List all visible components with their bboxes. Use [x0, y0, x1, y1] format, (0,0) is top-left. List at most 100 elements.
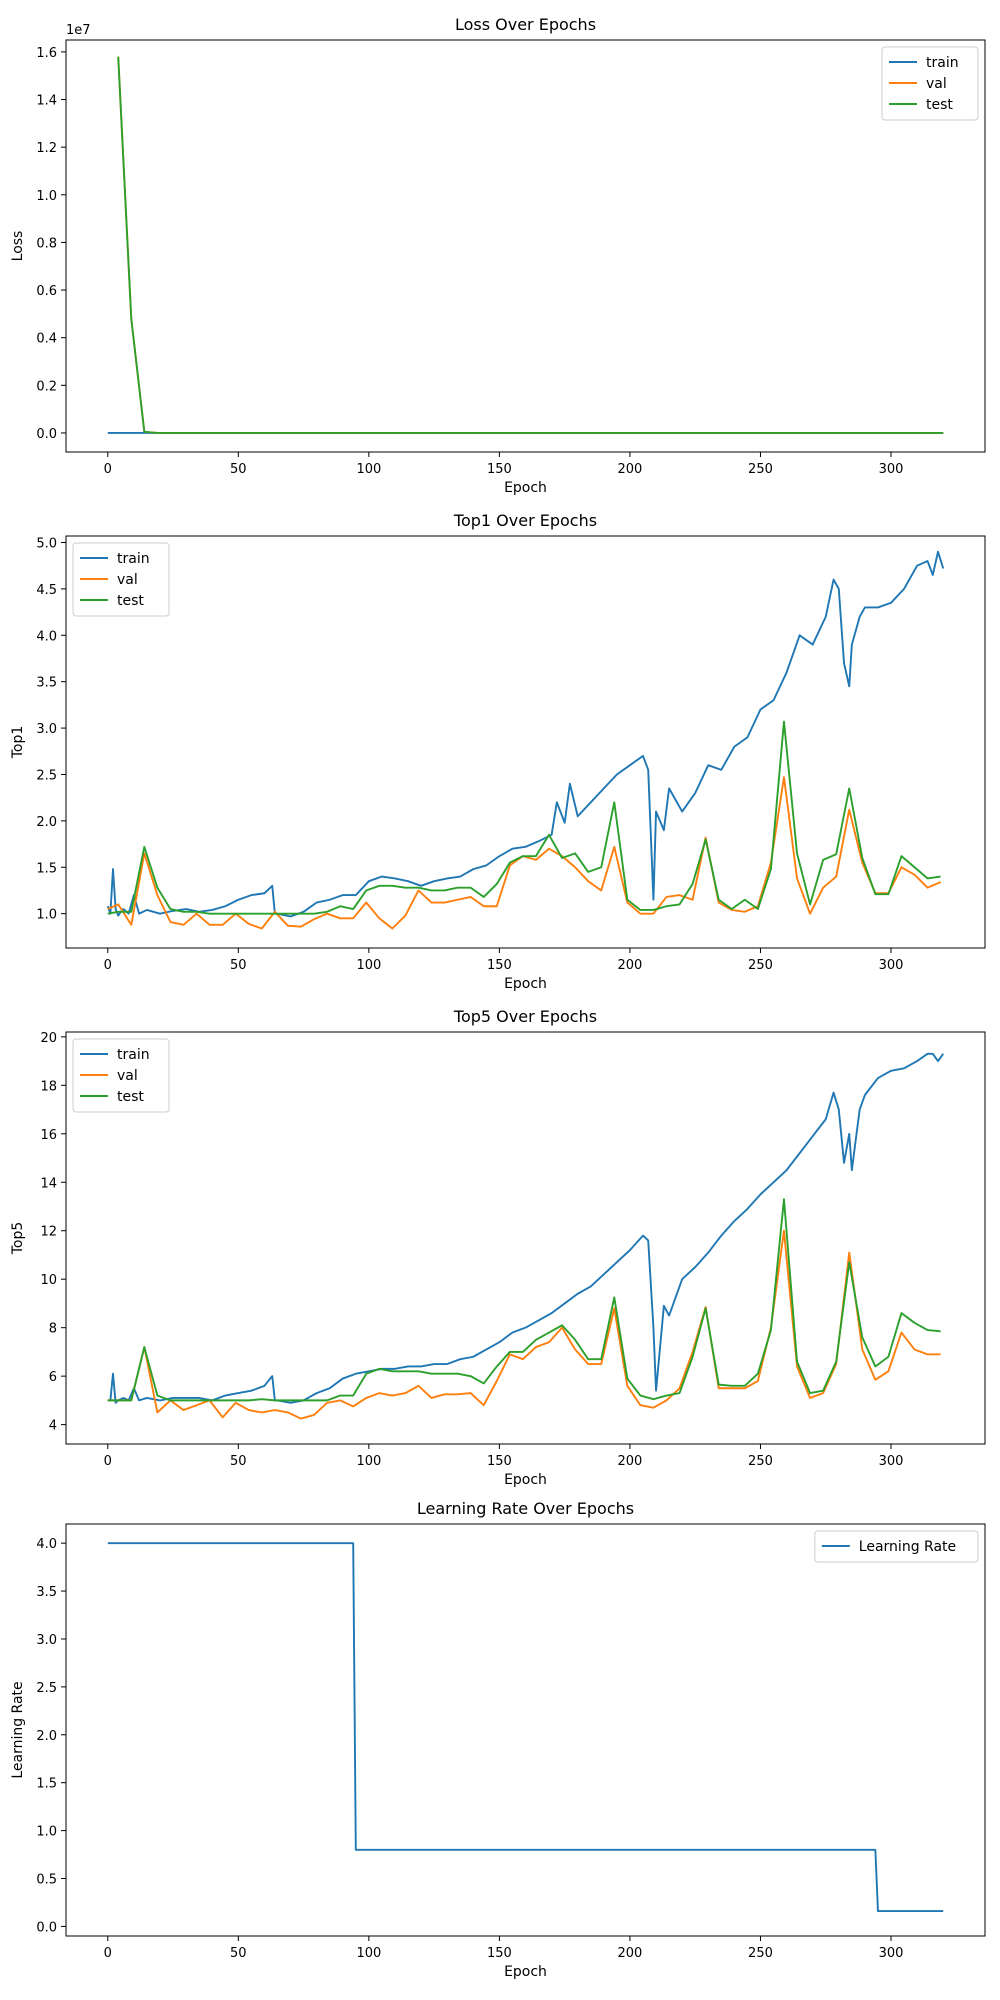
- chart-title: Top1 Over Epochs: [453, 511, 597, 530]
- chart-panel-3: Learning Rate Over Epochs 0 50 100 150 200 250…: [10, 1499, 986, 1980]
- chart-title: Top5 Over Epochs: [453, 1007, 597, 1026]
- series-line-test: [117, 56, 944, 434]
- legend-box: [72, 1038, 170, 1113]
- x-tick-label: 200: [618, 1454, 643, 1469]
- y-tick-label: 20: [40, 1031, 57, 1046]
- y-tick-label: 2.0: [36, 1729, 57, 1744]
- series-line-val: [107, 776, 941, 930]
- y-tick-label: 10: [40, 1273, 57, 1288]
- y-tick-label: 4: [49, 1419, 57, 1434]
- legend-label: train: [117, 1047, 150, 1063]
- legend-label: test: [926, 97, 953, 113]
- y-tick-label: 1.0: [36, 1825, 57, 1840]
- y-tick-label: 1.4: [36, 94, 57, 109]
- y-tick-label: 14: [40, 1176, 57, 1191]
- y-axis-label: Top5: [10, 1222, 26, 1256]
- series-line-val: [107, 1229, 941, 1420]
- legend-label: val: [926, 76, 947, 92]
- plot-frame: [65, 535, 986, 949]
- x-tick-label: 200: [618, 958, 643, 973]
- y-tick-label: 4.0: [36, 629, 57, 644]
- x-tick-label: 50: [230, 462, 247, 477]
- x-tick-label: 300: [879, 958, 904, 973]
- legend-box: [881, 46, 979, 121]
- y-tick-label: 6: [49, 1370, 57, 1385]
- y-tick-label: 0.0: [36, 427, 57, 442]
- y-tick-label: 0.0: [36, 1920, 57, 1935]
- x-tick-label: 0: [104, 958, 112, 973]
- y-tick-label: 0.8: [36, 236, 57, 251]
- x-tick-label: 300: [879, 1454, 904, 1469]
- y-tick-label: 2.5: [36, 1681, 57, 1696]
- x-tick-label: 250: [748, 1454, 773, 1469]
- series-line-learning-rate: [107, 1542, 944, 1913]
- y-tick-label: 3.0: [36, 1633, 57, 1648]
- y-tick-label: 0.2: [36, 379, 57, 394]
- y-tick-label: 1.2: [36, 141, 57, 156]
- x-tick-label: 100: [356, 462, 381, 477]
- y-tick-label: 0.4: [36, 332, 57, 347]
- y-offset-text: 1e7: [66, 23, 91, 38]
- x-tick-label: 0: [104, 1946, 112, 1961]
- legend: Learning Rate: [814, 1530, 979, 1563]
- legend: train val test: [881, 46, 979, 121]
- y-tick-label: 1.0: [36, 908, 57, 923]
- x-axis-label: Epoch: [504, 1964, 547, 1980]
- legend-label: train: [926, 55, 959, 71]
- y-tick-label: 3.0: [36, 722, 57, 737]
- x-tick-label: 200: [618, 1946, 643, 1961]
- y-tick-label: 3.5: [36, 1585, 57, 1600]
- y-tick-label: 1.0: [36, 189, 57, 204]
- y-tick-label: 0.5: [36, 1873, 57, 1888]
- chart-title: Loss Over Epochs: [455, 15, 596, 34]
- x-tick-label: 250: [748, 462, 773, 477]
- x-tick-label: 100: [356, 958, 381, 973]
- x-tick-label: 300: [879, 1946, 904, 1961]
- y-tick-label: 1.5: [36, 861, 57, 876]
- x-tick-label: 0: [104, 1454, 112, 1469]
- y-tick-label: 2.0: [36, 815, 57, 830]
- x-tick-label: 150: [487, 958, 512, 973]
- x-axis-label: Epoch: [504, 1472, 547, 1488]
- x-tick-label: 150: [487, 1454, 512, 1469]
- plot-frame: [65, 39, 986, 453]
- legend: train val test: [72, 542, 170, 617]
- series-line-val: [117, 56, 944, 434]
- y-axis-label: Learning Rate: [10, 1681, 26, 1778]
- chart-panel-1: Top1 Over Epochs 0 50 100 150 200 250 300 1.0 1.5…: [10, 511, 986, 992]
- legend-box: [72, 542, 170, 617]
- x-tick-label: 100: [356, 1454, 381, 1469]
- y-tick-label: 2.5: [36, 768, 57, 783]
- y-tick-label: 12: [40, 1225, 57, 1240]
- plot-frame: [65, 1523, 986, 1937]
- y-tick-label: 3.5: [36, 676, 57, 691]
- chart-panel-2: Top5 Over Epochs 0 50 100 150 200 250 300 4 6 8 10 1…: [10, 1007, 986, 1488]
- x-tick-label: 250: [748, 958, 773, 973]
- chart-title: Learning Rate Over Epochs: [417, 1499, 634, 1518]
- legend-label: test: [117, 593, 144, 609]
- x-tick-label: 0: [104, 462, 112, 477]
- y-tick-label: 4.5: [36, 583, 57, 598]
- legend-label: val: [117, 1068, 138, 1084]
- series-line-train: [107, 1052, 945, 1404]
- y-tick-label: 16: [40, 1128, 57, 1143]
- legend-label: Learning Rate: [859, 1539, 956, 1555]
- legend-label: val: [117, 572, 138, 588]
- y-axis-label: Top1: [10, 726, 26, 760]
- x-tick-label: 100: [356, 1946, 381, 1961]
- y-tick-label: 1.6: [36, 46, 57, 61]
- x-tick-label: 300: [879, 462, 904, 477]
- legend-box: [814, 1530, 979, 1563]
- y-tick-label: 0.6: [36, 284, 57, 299]
- chart-panel-0: Loss Over Epochs 0 50 100 150 200 250 300 0.0 0.2…: [10, 15, 986, 496]
- y-tick-label: 1.5: [36, 1777, 57, 1792]
- plot-frame: [65, 1031, 986, 1445]
- x-tick-label: 150: [487, 1946, 512, 1961]
- legend-label: test: [117, 1089, 144, 1105]
- y-tick-label: 8: [49, 1322, 57, 1337]
- series-line-test: [107, 720, 941, 915]
- series-line-test: [107, 1198, 941, 1402]
- legend-label: train: [117, 551, 150, 567]
- y-tick-label: 18: [40, 1079, 57, 1094]
